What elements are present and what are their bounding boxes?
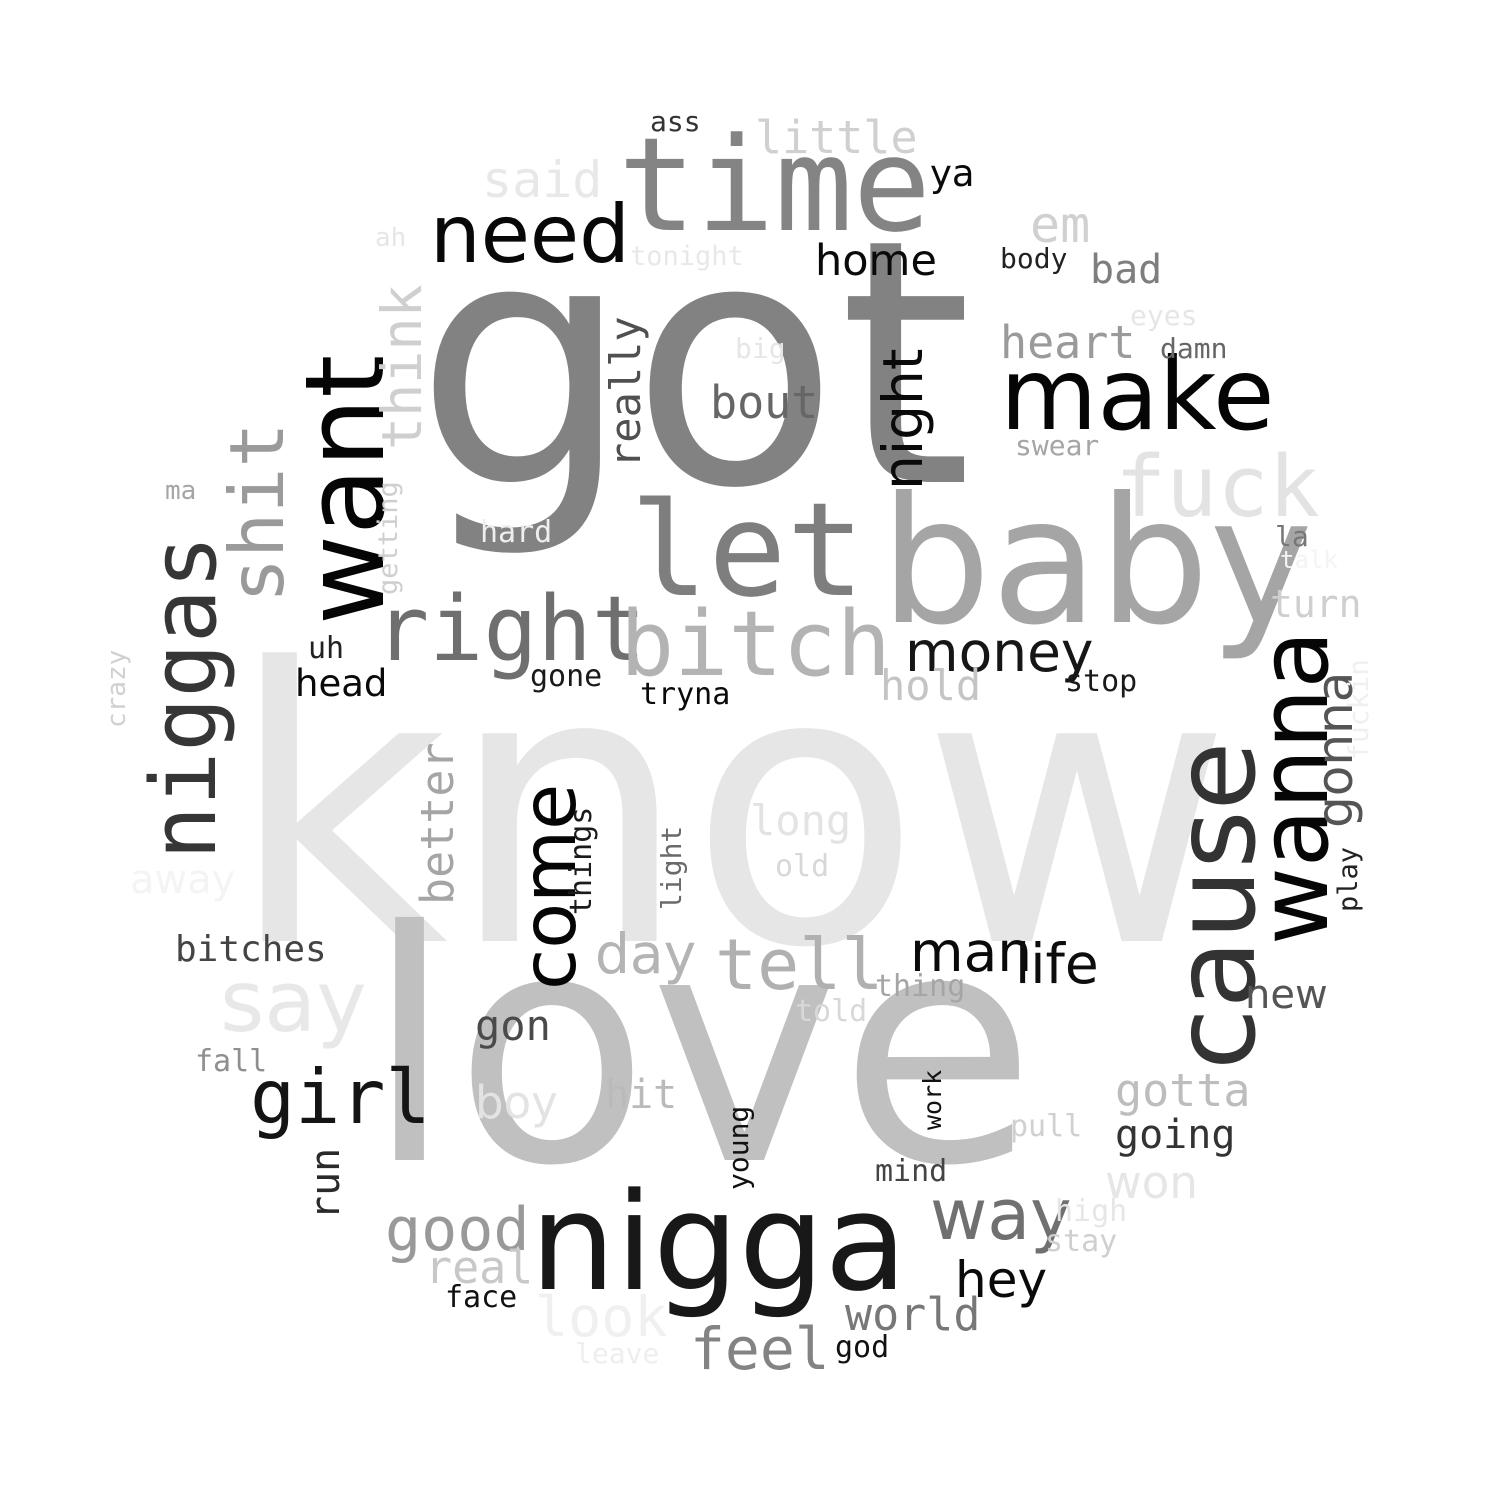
word-girl: girl xyxy=(250,1053,431,1141)
word-night: night xyxy=(871,348,935,490)
word-fuckin: fuckin xyxy=(1342,658,1375,760)
word-need: need xyxy=(430,188,630,281)
word-damn: damn xyxy=(1160,332,1228,365)
word-day: day xyxy=(595,922,697,986)
word-hard: hard xyxy=(480,515,553,550)
word-talk: talk xyxy=(1280,546,1338,574)
word-long: long xyxy=(750,796,852,845)
word-bad: bad xyxy=(1090,247,1163,293)
word-crazy: crazy xyxy=(102,649,132,728)
word-face: face xyxy=(445,1280,518,1315)
word-better: better xyxy=(411,742,464,905)
word-body: body xyxy=(1000,242,1068,275)
word-young: young xyxy=(722,1105,755,1190)
word-make: make xyxy=(1000,336,1275,453)
word-ma: ma xyxy=(165,476,197,506)
word-stay: stay xyxy=(1045,1224,1118,1259)
word-nigga: nigga xyxy=(530,1164,908,1321)
word-heart: heart xyxy=(1000,316,1136,369)
word-said: said xyxy=(482,151,603,209)
word-hit: hit xyxy=(605,1072,678,1118)
word-say: say xyxy=(220,953,367,1052)
word-little: little xyxy=(755,111,918,164)
word-things: things xyxy=(564,806,599,915)
word-know: know xyxy=(228,588,1233,1031)
word-boy: boy xyxy=(475,1076,558,1129)
word-away: away xyxy=(130,857,236,903)
word-think: think xyxy=(370,284,434,450)
word-got: got xyxy=(415,167,973,563)
word-world: world xyxy=(845,1288,981,1341)
word-won: won xyxy=(1105,1156,1198,1209)
word-gotta: gotta xyxy=(1115,1064,1251,1117)
word-ya: ya xyxy=(930,152,975,195)
word-good: good xyxy=(385,1195,530,1265)
word-getting: getting xyxy=(373,481,404,595)
word-run: run xyxy=(303,1147,349,1220)
word-gon: gon xyxy=(475,1001,551,1050)
word-new: new xyxy=(1245,972,1328,1018)
word-turn: turn xyxy=(1270,582,1362,626)
word-la: la xyxy=(1275,520,1309,553)
word-gone: gone xyxy=(530,659,603,694)
word-bout: bout xyxy=(710,376,819,429)
word-old: old xyxy=(775,849,830,884)
word-look: look xyxy=(535,1285,668,1349)
word-told: told xyxy=(795,994,868,1029)
word-leave: leave xyxy=(575,1337,660,1370)
word-play: play xyxy=(1333,846,1364,912)
word-uh: uh xyxy=(308,631,345,666)
word-stop: stop xyxy=(1065,664,1138,699)
word-work: work xyxy=(918,1069,947,1130)
word-money: money xyxy=(905,620,1094,684)
word-high: high xyxy=(1055,1194,1128,1229)
word-em: em xyxy=(1030,196,1091,254)
word-baby: baby xyxy=(880,461,1313,664)
word-going: going xyxy=(1115,1112,1236,1158)
word-tonight: tonight xyxy=(630,241,744,272)
word-god: god xyxy=(835,1330,890,1365)
word-thing: thing xyxy=(875,969,966,1004)
word-mind: mind xyxy=(875,1154,948,1189)
word-home: home xyxy=(815,236,937,286)
word-bitch: bitch xyxy=(620,592,891,697)
word-life: life xyxy=(1015,932,1099,996)
word-way: way xyxy=(930,1174,1072,1256)
word-bitches: bitches xyxy=(175,929,327,970)
word-tryna: tryna xyxy=(640,677,731,712)
word-time: time xyxy=(618,109,932,261)
word-let: let xyxy=(630,474,865,626)
word-right: right xyxy=(375,577,646,682)
word-man: man xyxy=(910,920,1033,984)
word-really: really xyxy=(601,316,650,468)
word-ass: ass xyxy=(650,105,701,138)
word-shit: shit xyxy=(213,422,301,603)
word-big: big xyxy=(735,332,786,365)
word-fuck: fuck xyxy=(1115,438,1320,537)
word-hold: hold xyxy=(880,661,982,710)
word-eyes: eyes xyxy=(1130,299,1198,332)
word-ah: ah xyxy=(375,223,407,253)
word-tell: tell xyxy=(715,924,884,1006)
word-real: real xyxy=(425,1241,534,1294)
word-feel: feel xyxy=(690,1315,830,1383)
word-head: head xyxy=(295,662,388,705)
word-pull: pull xyxy=(1010,1109,1083,1144)
word-light: light xyxy=(655,825,688,910)
word-hey: hey xyxy=(955,1251,1048,1309)
word-love: love xyxy=(365,864,1036,1236)
word-swear: swear xyxy=(1015,429,1100,462)
word-fall: fall xyxy=(195,1044,268,1079)
